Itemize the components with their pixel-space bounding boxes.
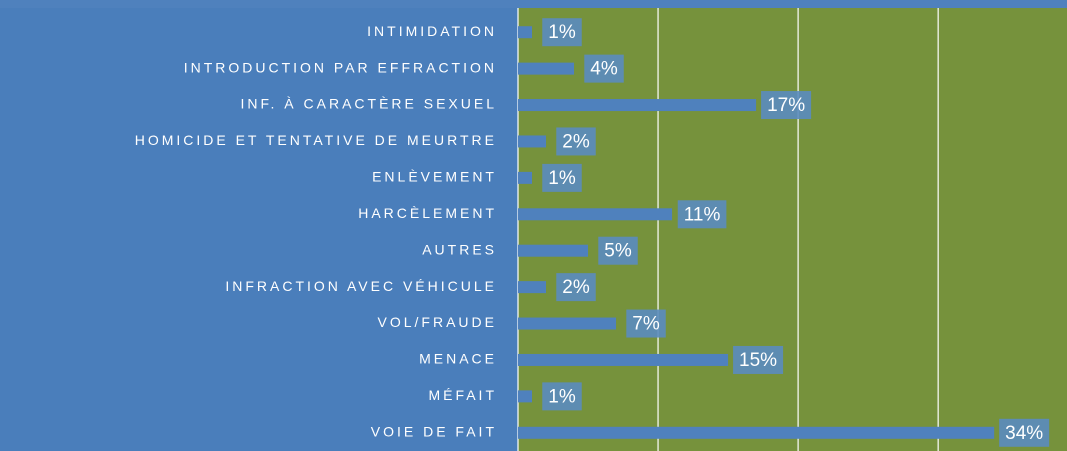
value-label-box [733,345,784,374]
value-label: 7% [632,314,660,335]
bar [518,208,673,221]
value-label-box [542,18,582,47]
value-label: 1% [548,168,576,189]
y-tick-label: INTRODUCTION PAR EFFRACTION [184,59,497,75]
y-tick-label: HARCÈLEMENT [358,205,497,221]
bar [518,171,533,184]
bar [518,26,533,39]
value-label: 4% [590,59,618,80]
y-tick-label: MÉFAIT [428,387,497,403]
value-label-box [584,54,624,83]
y-tick-label: AUTRES [422,241,497,257]
y-tick-label: VOIE DE FAIT [371,423,497,439]
y-tick-label: HOMICIDE ET TENTATIVE DE MEURTRE [135,132,497,148]
value-label-box [761,91,812,120]
top-band [0,0,1067,8]
bar [518,99,757,112]
bar [518,353,729,366]
value-label: 34% [1005,423,1043,444]
y-tick-label: VOL/FRAUDE [378,314,497,330]
value-label: 2% [562,277,590,298]
bar [518,62,575,75]
bar [518,135,547,148]
value-label-box [556,127,596,156]
value-label-box [626,309,666,338]
bar [518,281,547,294]
value-label-box [598,236,638,265]
y-tick-label: MENACE [419,351,497,367]
bar [518,244,589,257]
y-tick-label: INF. À CARACTÈRE SEXUEL [241,96,498,112]
bar [518,390,533,403]
y-tick-label: INFRACTION AVEC VÉHICULE [225,278,497,294]
value-label-box [542,163,582,192]
value-label: 1% [548,386,576,407]
value-label: 2% [562,131,590,152]
value-label: 15% [739,350,777,371]
value-label: 5% [604,241,632,262]
value-label: 17% [767,95,805,116]
value-label-box [999,418,1050,447]
value-label-box [556,273,596,302]
y-tick-label: ENLÈVEMENT [372,169,497,185]
value-label: 1% [548,22,576,43]
bar [518,426,995,439]
y-tick-label: INTIMIDATION [367,23,497,39]
bar [518,317,617,330]
value-label: 11% [684,204,721,225]
value-label-box [677,200,727,229]
value-label-box [542,382,582,411]
